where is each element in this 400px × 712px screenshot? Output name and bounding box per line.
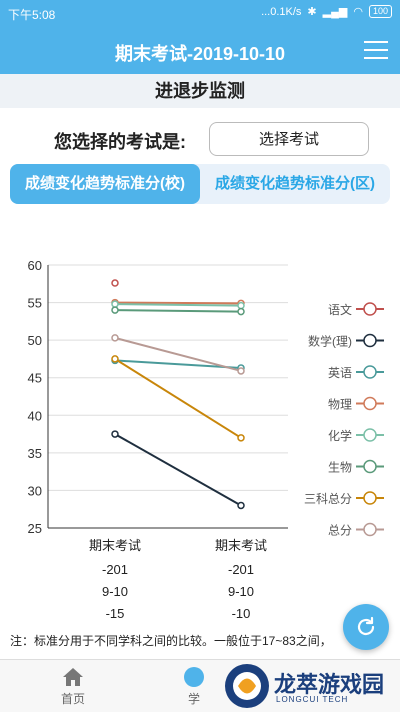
refresh-button[interactable] [343, 604, 389, 650]
watermark-emblem-icon [225, 664, 269, 708]
nav-study-label: 学 [187, 692, 200, 706]
y-tick-label: 50 [28, 333, 42, 348]
x-tick-sublabel: -10 [232, 606, 251, 620]
status-time: 下午5:08 [8, 8, 56, 22]
legend-label: 三科总分 [304, 492, 352, 506]
legend-marker [363, 365, 377, 379]
series-line [114, 359, 242, 369]
y-tick-label: 45 [28, 371, 42, 386]
bluetooth-icon: ✱ [307, 6, 317, 18]
y-tick-label: 25 [28, 521, 42, 536]
status-bar: 下午5:08 ...0.1K/s ✱ ▂▄▆ ◠ 100 [0, 0, 400, 26]
legend-label: 物理 [328, 398, 352, 412]
status-icons: ...0.1K/s ✱ ▂▄▆ ◠ 100 [261, 5, 392, 18]
signal-icon: ▂▄▆ [322, 6, 348, 18]
series-line [114, 303, 242, 307]
series-line [114, 336, 242, 372]
x-tick-label: 期末考试 [215, 538, 267, 553]
watermark-logo: 龙萃游戏园 LONGCUI TECH [222, 661, 400, 711]
chart-svg: 25 30 35 40 45 50 55 60 期末考试 -201 9-10 -15 期末考试 -201 9… [28, 258, 384, 621]
x-tick-sublabel: 9-10 [102, 584, 128, 599]
legend-marker [363, 459, 377, 474]
series-line [114, 301, 242, 305]
series-line [114, 358, 242, 439]
tab-district-trend[interactable]: 成绩变化趋势标准分(区) [215, 175, 375, 192]
home-icon [63, 668, 83, 686]
legend-label: 总分 [328, 524, 352, 538]
y-tick-label: 35 [28, 446, 42, 461]
series-line [114, 309, 242, 313]
data-point [111, 334, 119, 342]
page-title: 期末考试-2019-10-10 [114, 44, 286, 64]
nav-home[interactable]: 首页 [33, 660, 113, 712]
tab-bar: 成绩变化趋势标准分(校) 成绩变化趋势标准分(区) [10, 164, 390, 204]
data-point [111, 279, 119, 287]
select-exam-button[interactable]: 选择考试 [209, 122, 369, 156]
data-point [237, 367, 245, 375]
y-tick-label: 30 [28, 483, 42, 498]
x-tick-sublabel: -201 [102, 562, 128, 577]
trend-chart: 25 30 35 40 45 50 55 60 期末考试 -201 9-10 -15 期末考试 -201 9… [0, 250, 400, 621]
study-icon [184, 667, 204, 687]
wifi-icon: ◠ [353, 6, 363, 18]
data-point [111, 355, 119, 363]
nav-home-label: 首页 [60, 692, 85, 706]
bottom-nav: 首页 学 [0, 659, 400, 712]
watermark-subtext: LONGCUI TECH [276, 695, 349, 704]
legend-marker [363, 522, 377, 537]
legend-marker [363, 428, 377, 442]
battery-icon: 100 [368, 5, 392, 18]
data-point [237, 501, 245, 510]
y-tick-label: 60 [28, 258, 42, 273]
legend-label: 化学 [328, 428, 352, 443]
legend-marker [363, 302, 377, 316]
legend-label: 英语 [328, 366, 352, 380]
x-tick-sublabel: -201 [228, 562, 254, 577]
data-point [111, 430, 119, 438]
watermark-text: 龙萃游戏园 [274, 672, 385, 697]
x-tick-label: 期末考试 [89, 538, 141, 553]
section-title: 进退步监测 [0, 74, 400, 108]
data-point [237, 434, 245, 442]
data-point [111, 306, 119, 314]
data-point [111, 300, 119, 308]
app-header: 期末考试-2019-10-10 [0, 26, 400, 74]
footnote: 注：标准分用于不同学科之间的比较。一般位于17~83之间， [10, 634, 332, 648]
data-point [237, 301, 245, 310]
legend-marker [363, 396, 377, 411]
nav-study[interactable]: 学 [154, 660, 234, 712]
refresh-icon [357, 616, 375, 636]
legend-label: 数学(理) [308, 334, 352, 349]
menu-icon[interactable] [364, 41, 388, 59]
legend-marker [363, 333, 377, 348]
legend-label: 生物 [328, 461, 352, 475]
exam-label: 您选择的考试是: [54, 132, 186, 152]
x-tick-sublabel: 9-10 [228, 584, 254, 599]
series-line [114, 433, 242, 507]
x-tick-sublabel: -15 [106, 606, 125, 620]
y-tick-label: 40 [28, 408, 42, 423]
legend-label: 语文 [328, 302, 352, 317]
data-point [237, 307, 245, 316]
y-tick-label: 55 [28, 296, 42, 311]
tab-school-trend[interactable]: 成绩变化趋势标准分(校) [10, 164, 200, 204]
legend-marker [363, 491, 377, 505]
network-speed: ...0.1K/s [261, 5, 302, 18]
